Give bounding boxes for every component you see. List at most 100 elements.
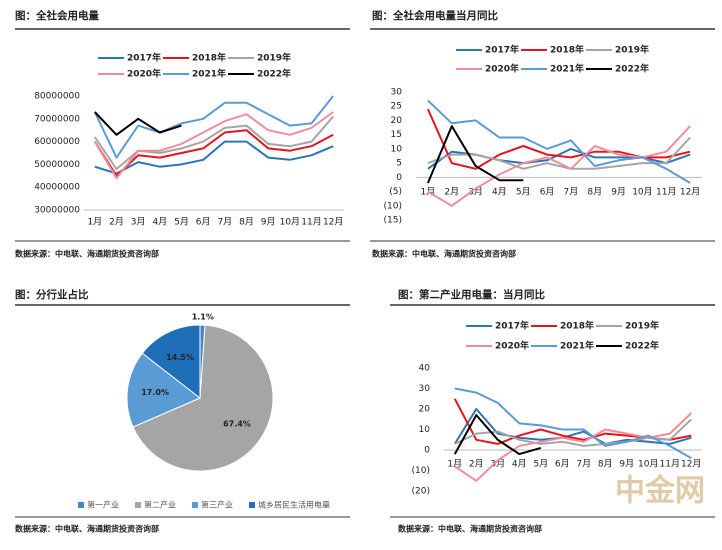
y-tick-label: 20 — [419, 405, 431, 415]
y-tick-label: 30 — [419, 384, 431, 394]
chart-title: 图：全社会用电量 — [15, 9, 99, 22]
x-tick-label: 2月 — [469, 459, 484, 470]
legend-swatch — [135, 502, 141, 508]
x-tick-label: 1月 — [447, 459, 462, 470]
legend-label: 城乡居民生活用电量 — [258, 500, 330, 510]
data-label: 1.1% — [192, 313, 214, 322]
x-tick-label: 11月 — [656, 187, 676, 198]
y-tick-label: 40 — [419, 364, 431, 374]
x-tick-label: 9月 — [619, 459, 634, 470]
y-tick-label: 15 — [391, 130, 402, 140]
series-line — [93, 95, 334, 159]
legend-label: 2019年 — [625, 320, 659, 332]
legend-label: 2020年 — [485, 63, 519, 75]
y-tick-label: 0 — [424, 446, 430, 456]
y-tick-label: 20 — [391, 116, 403, 126]
source-note: 数据来源：中电联、海通期货投资咨询部 — [372, 249, 516, 259]
legend-label: 2018年 — [192, 52, 226, 64]
legend-label: 2022年 — [257, 68, 291, 80]
y-tick-label: (15) — [384, 216, 402, 226]
data-label: 17.0% — [141, 388, 169, 397]
x-tick-label: 11月 — [660, 459, 680, 470]
x-tick-label: 12月 — [680, 187, 700, 198]
legend-label: 2022年 — [625, 340, 659, 352]
x-tick-label: 5月 — [174, 217, 189, 228]
x-tick-label: 7月 — [564, 187, 579, 198]
legend-label: 第三产业 — [201, 500, 233, 510]
y-tick-label: 10 — [419, 425, 431, 435]
legend-label: 2021年 — [550, 63, 584, 75]
pie-slice — [126, 352, 201, 428]
series-line — [426, 125, 524, 184]
series-line — [93, 111, 334, 180]
chart-title: 图：全社会用电量当月同比 — [372, 9, 498, 22]
legend-label: 2022年 — [615, 63, 649, 75]
data-label: 67.4% — [223, 420, 251, 429]
y-tick-label: 80000000 — [34, 92, 80, 102]
legend-label: 2020年 — [127, 68, 161, 80]
legend-label: 第二产业 — [144, 500, 176, 510]
y-tick-label: 50000000 — [34, 160, 80, 170]
legend-swatch — [249, 502, 255, 508]
series-line — [427, 125, 691, 207]
series-line — [94, 111, 182, 136]
x-tick-label: 2月 — [109, 217, 124, 228]
y-tick-label: 40000000 — [34, 183, 80, 193]
series-line — [427, 136, 691, 170]
x-tick-label: 10月 — [280, 217, 300, 228]
y-tick-label: 10 — [391, 144, 403, 154]
x-tick-label: 8月 — [587, 187, 602, 198]
y-tick-label: 25 — [391, 102, 402, 112]
legend-label: 2018年 — [560, 320, 594, 332]
legend-label: 2021年 — [192, 68, 226, 80]
source-note: 数据来源：中电联、海通期货投资咨询部 — [15, 524, 159, 534]
chart-title: 图：第二产业用电量：当月同比 — [398, 288, 545, 301]
series-line — [94, 140, 334, 175]
legend-label: 2021年 — [560, 340, 594, 352]
x-tick-label: 7月 — [576, 459, 591, 470]
x-tick-label: 12月 — [681, 459, 701, 470]
data-label: 14.5% — [166, 353, 194, 362]
x-tick-label: 4月 — [512, 459, 527, 470]
x-tick-label: 6月 — [555, 459, 570, 470]
pie-slice — [132, 324, 274, 472]
x-tick-label: 3月 — [468, 187, 483, 198]
legend-label: 2017年 — [485, 44, 519, 56]
y-tick-label: 30 — [391, 88, 403, 98]
x-tick-label: 7月 — [217, 217, 232, 228]
source-note: 数据来源：中电联、海通期货投资咨询部 — [15, 249, 159, 259]
x-tick-label: 8月 — [598, 459, 613, 470]
legend-label: 2019年 — [257, 52, 291, 64]
legend-label: 2020年 — [495, 340, 529, 352]
series-line — [454, 412, 692, 482]
x-tick-label: 3月 — [490, 459, 505, 470]
series-line — [453, 414, 542, 456]
chart-title: 图：分行业占比 — [15, 288, 89, 301]
y-tick-label: (5) — [389, 187, 402, 197]
x-tick-label: 5月 — [533, 459, 548, 470]
x-tick-label: 1月 — [87, 217, 102, 228]
x-tick-label: 10月 — [638, 459, 658, 470]
y-tick-label: 60000000 — [34, 137, 80, 147]
legend-label: 2018年 — [550, 44, 584, 56]
y-tick-label: 70000000 — [34, 114, 80, 124]
x-tick-label: 5月 — [516, 187, 531, 198]
series-line — [454, 387, 692, 460]
x-tick-label: 11月 — [301, 217, 321, 228]
x-tick-label: 2月 — [444, 187, 459, 198]
x-tick-label: 8月 — [239, 217, 254, 228]
legend-label: 2017年 — [127, 52, 161, 64]
legend-label: 2017年 — [495, 320, 529, 332]
y-tick-label: 30000000 — [34, 206, 80, 216]
x-tick-label: 4月 — [492, 187, 507, 198]
legend-swatch — [192, 502, 198, 508]
y-tick-label: (10) — [412, 466, 430, 476]
x-tick-label: 3月 — [131, 217, 146, 228]
x-tick-label: 4月 — [152, 217, 167, 228]
x-tick-label: 12月 — [323, 217, 343, 228]
series-line — [93, 129, 334, 177]
legend-label: 2019年 — [615, 44, 649, 56]
x-tick-label: 9月 — [261, 217, 276, 228]
watermark: 中金网 — [615, 474, 705, 509]
